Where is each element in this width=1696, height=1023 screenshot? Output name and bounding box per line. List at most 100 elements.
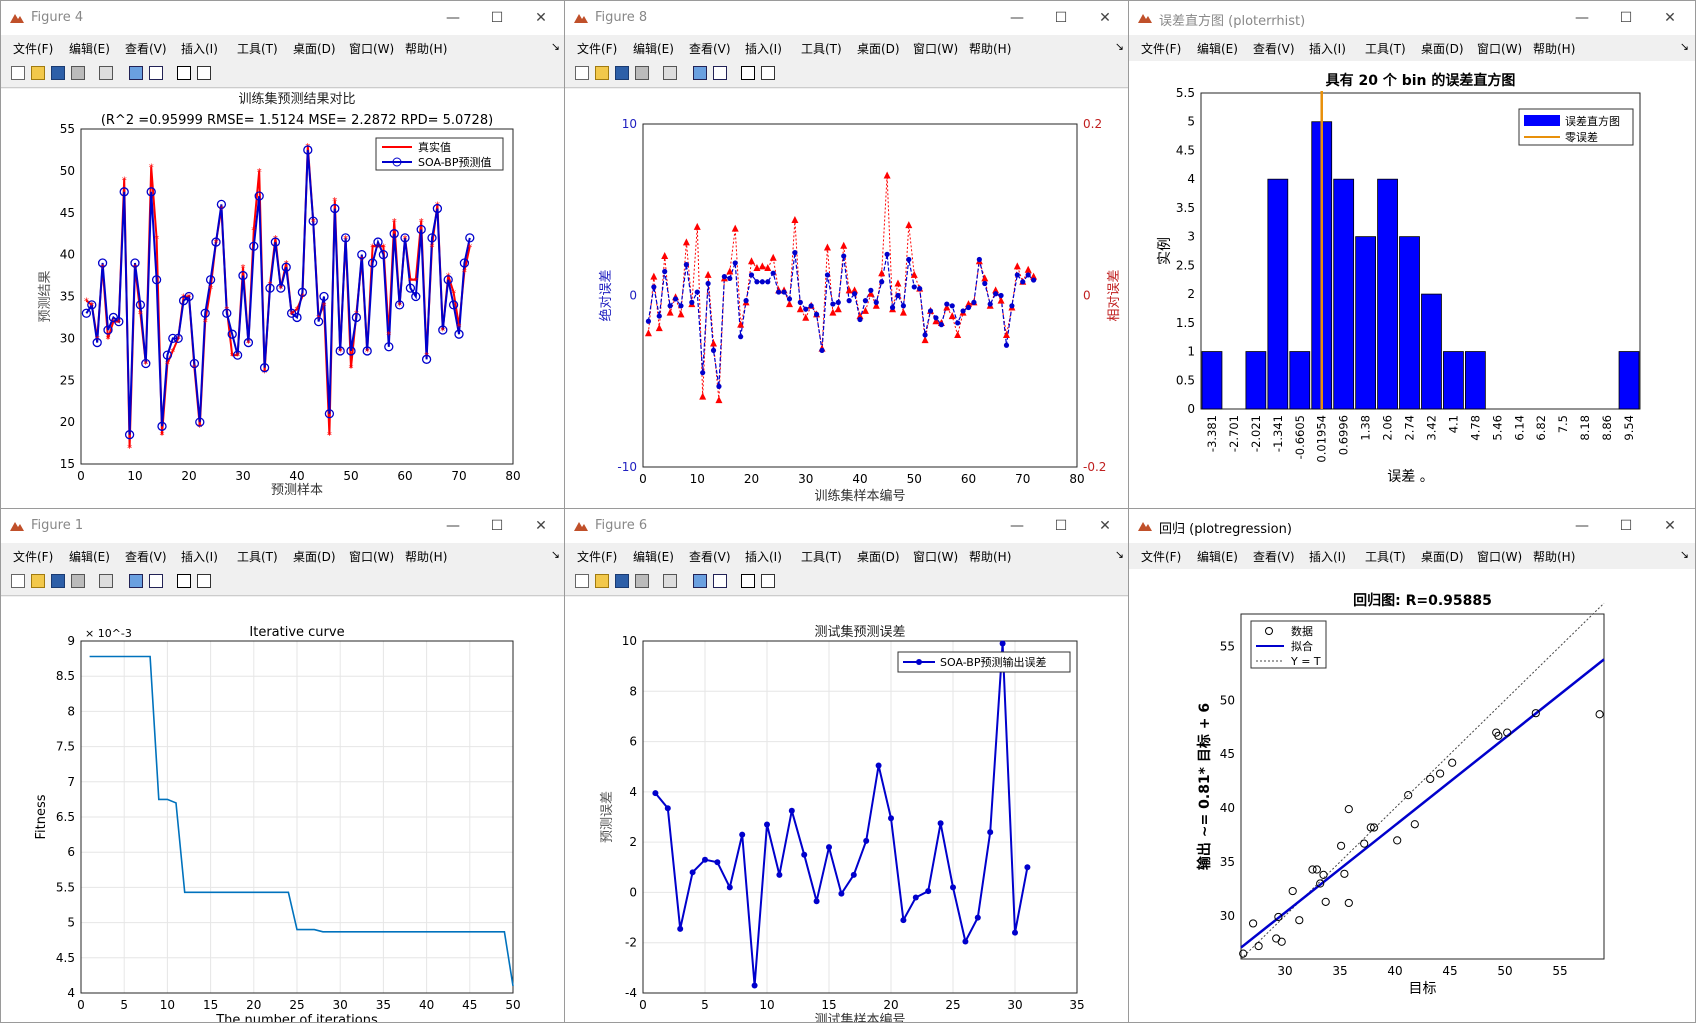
new-file-icon[interactable] — [11, 66, 25, 80]
minimize-button[interactable]: — — [446, 10, 460, 26]
menu-item[interactable]: 帮助(H) — [405, 550, 448, 564]
save-icon[interactable] — [615, 66, 629, 80]
titlebar[interactable]: 回归 (plotregression) — ☐ ✕ — [1129, 509, 1695, 543]
menu-item[interactable]: 查看(V) — [689, 42, 731, 56]
close-button[interactable]: ✕ — [1664, 10, 1676, 26]
menu-item[interactable]: 工具(T) — [1365, 42, 1406, 56]
property-inspector-icon[interactable] — [197, 66, 211, 80]
colorbar-icon[interactable] — [693, 66, 707, 80]
menu-item[interactable]: 桌面(D) — [1421, 42, 1464, 56]
save-icon[interactable] — [615, 574, 629, 588]
menu-item[interactable]: 帮助(H) — [1533, 42, 1576, 56]
close-button[interactable]: ✕ — [1099, 518, 1111, 534]
menu-item[interactable]: 文件(F) — [1141, 550, 1182, 564]
menu-item[interactable]: 编辑(E) — [69, 550, 110, 564]
menu-item[interactable]: 查看(V) — [689, 550, 731, 564]
titlebar[interactable]: Figure 4 — ☐ ✕ — [1, 1, 566, 35]
property-inspector-icon[interactable] — [761, 574, 775, 588]
menu-item[interactable]: 编辑(E) — [1197, 42, 1238, 56]
menu-item[interactable]: 桌面(D) — [1421, 550, 1464, 564]
maximize-button[interactable]: ☐ — [1619, 10, 1633, 26]
colorbar-icon[interactable] — [129, 574, 143, 588]
menu-item[interactable]: 窗口(W) — [1477, 42, 1523, 56]
menu-item[interactable]: 编辑(E) — [1197, 550, 1238, 564]
close-button[interactable]: ✕ — [535, 10, 547, 26]
legend-icon[interactable] — [149, 66, 163, 80]
open-folder-icon[interactable] — [595, 66, 609, 80]
legend-icon[interactable] — [713, 574, 727, 588]
menu-item[interactable]: 文件(F) — [13, 42, 54, 56]
legend-icon[interactable] — [149, 574, 163, 588]
maximize-button[interactable]: ☐ — [1054, 518, 1068, 534]
menu-item[interactable]: 工具(T) — [801, 550, 842, 564]
close-button[interactable]: ✕ — [1099, 10, 1111, 26]
dock-arrow-icon[interactable]: ↘ — [1114, 548, 1124, 561]
menu-item[interactable]: 窗口(W) — [1477, 550, 1523, 564]
maximize-button[interactable]: ☐ — [1054, 10, 1068, 26]
menu-item[interactable]: 工具(T) — [801, 42, 842, 56]
menu-item[interactable]: 查看(V) — [125, 550, 167, 564]
new-file-icon[interactable] — [575, 66, 589, 80]
menu-item[interactable]: 插入(I) — [181, 42, 218, 56]
menu-item[interactable]: 窗口(W) — [349, 42, 395, 56]
titlebar[interactable]: Figure 1 — ☐ ✕ — [1, 509, 566, 543]
minimize-button[interactable]: — — [1010, 10, 1024, 26]
colorbar-icon[interactable] — [693, 574, 707, 588]
menu-item[interactable]: 桌面(D) — [293, 42, 336, 56]
menu-item[interactable]: 窗口(W) — [913, 550, 959, 564]
menu-item[interactable]: 插入(I) — [745, 550, 782, 564]
link-plot-icon[interactable] — [663, 66, 677, 80]
dock-arrow-icon[interactable]: ↘ — [1679, 548, 1689, 561]
menu-item[interactable]: 工具(T) — [1365, 550, 1406, 564]
menu-item[interactable]: 帮助(H) — [405, 42, 448, 56]
link-plot-icon[interactable] — [99, 66, 113, 80]
menu-item[interactable]: 插入(I) — [1309, 42, 1346, 56]
new-file-icon[interactable] — [11, 574, 25, 588]
pointer-icon[interactable] — [741, 66, 755, 80]
menu-item[interactable]: 工具(T) — [237, 42, 278, 56]
property-inspector-icon[interactable] — [197, 574, 211, 588]
open-folder-icon[interactable] — [31, 574, 45, 588]
menu-item[interactable]: 查看(V) — [125, 42, 167, 56]
minimize-button[interactable]: — — [1010, 518, 1024, 534]
menu-item[interactable]: 文件(F) — [577, 42, 618, 56]
print-icon[interactable] — [635, 66, 649, 80]
pointer-icon[interactable] — [177, 574, 191, 588]
menu-item[interactable]: 帮助(H) — [969, 550, 1012, 564]
maximize-button[interactable]: ☐ — [1619, 518, 1633, 534]
menu-item[interactable]: 工具(T) — [237, 550, 278, 564]
minimize-button[interactable]: — — [446, 518, 460, 534]
property-inspector-icon[interactable] — [761, 66, 775, 80]
titlebar[interactable]: Figure 8 — ☐ ✕ — [565, 1, 1130, 35]
menu-item[interactable]: 文件(F) — [1141, 42, 1182, 56]
maximize-button[interactable]: ☐ — [490, 518, 504, 534]
menu-item[interactable]: 帮助(H) — [969, 42, 1012, 56]
dock-arrow-icon[interactable]: ↘ — [1679, 40, 1689, 53]
menu-item[interactable]: 插入(I) — [745, 42, 782, 56]
menu-item[interactable]: 插入(I) — [181, 550, 218, 564]
menu-item[interactable]: 窗口(W) — [913, 42, 959, 56]
print-icon[interactable] — [71, 574, 85, 588]
dock-arrow-icon[interactable]: ↘ — [550, 548, 560, 561]
menu-item[interactable]: 插入(I) — [1309, 550, 1346, 564]
menu-item[interactable]: 桌面(D) — [857, 42, 900, 56]
save-icon[interactable] — [51, 574, 65, 588]
print-icon[interactable] — [635, 574, 649, 588]
dock-arrow-icon[interactable]: ↘ — [550, 40, 560, 53]
menu-item[interactable]: 文件(F) — [577, 550, 618, 564]
new-file-icon[interactable] — [575, 574, 589, 588]
save-icon[interactable] — [51, 66, 65, 80]
minimize-button[interactable]: — — [1575, 518, 1589, 534]
menu-item[interactable]: 桌面(D) — [293, 550, 336, 564]
minimize-button[interactable]: — — [1575, 10, 1589, 26]
print-icon[interactable] — [71, 66, 85, 80]
open-folder-icon[interactable] — [31, 66, 45, 80]
pointer-icon[interactable] — [741, 574, 755, 588]
legend-icon[interactable] — [713, 66, 727, 80]
link-plot-icon[interactable] — [99, 574, 113, 588]
dock-arrow-icon[interactable]: ↘ — [1114, 40, 1124, 53]
colorbar-icon[interactable] — [129, 66, 143, 80]
close-button[interactable]: ✕ — [535, 518, 547, 534]
menu-item[interactable]: 窗口(W) — [349, 550, 395, 564]
menu-item[interactable]: 帮助(H) — [1533, 550, 1576, 564]
